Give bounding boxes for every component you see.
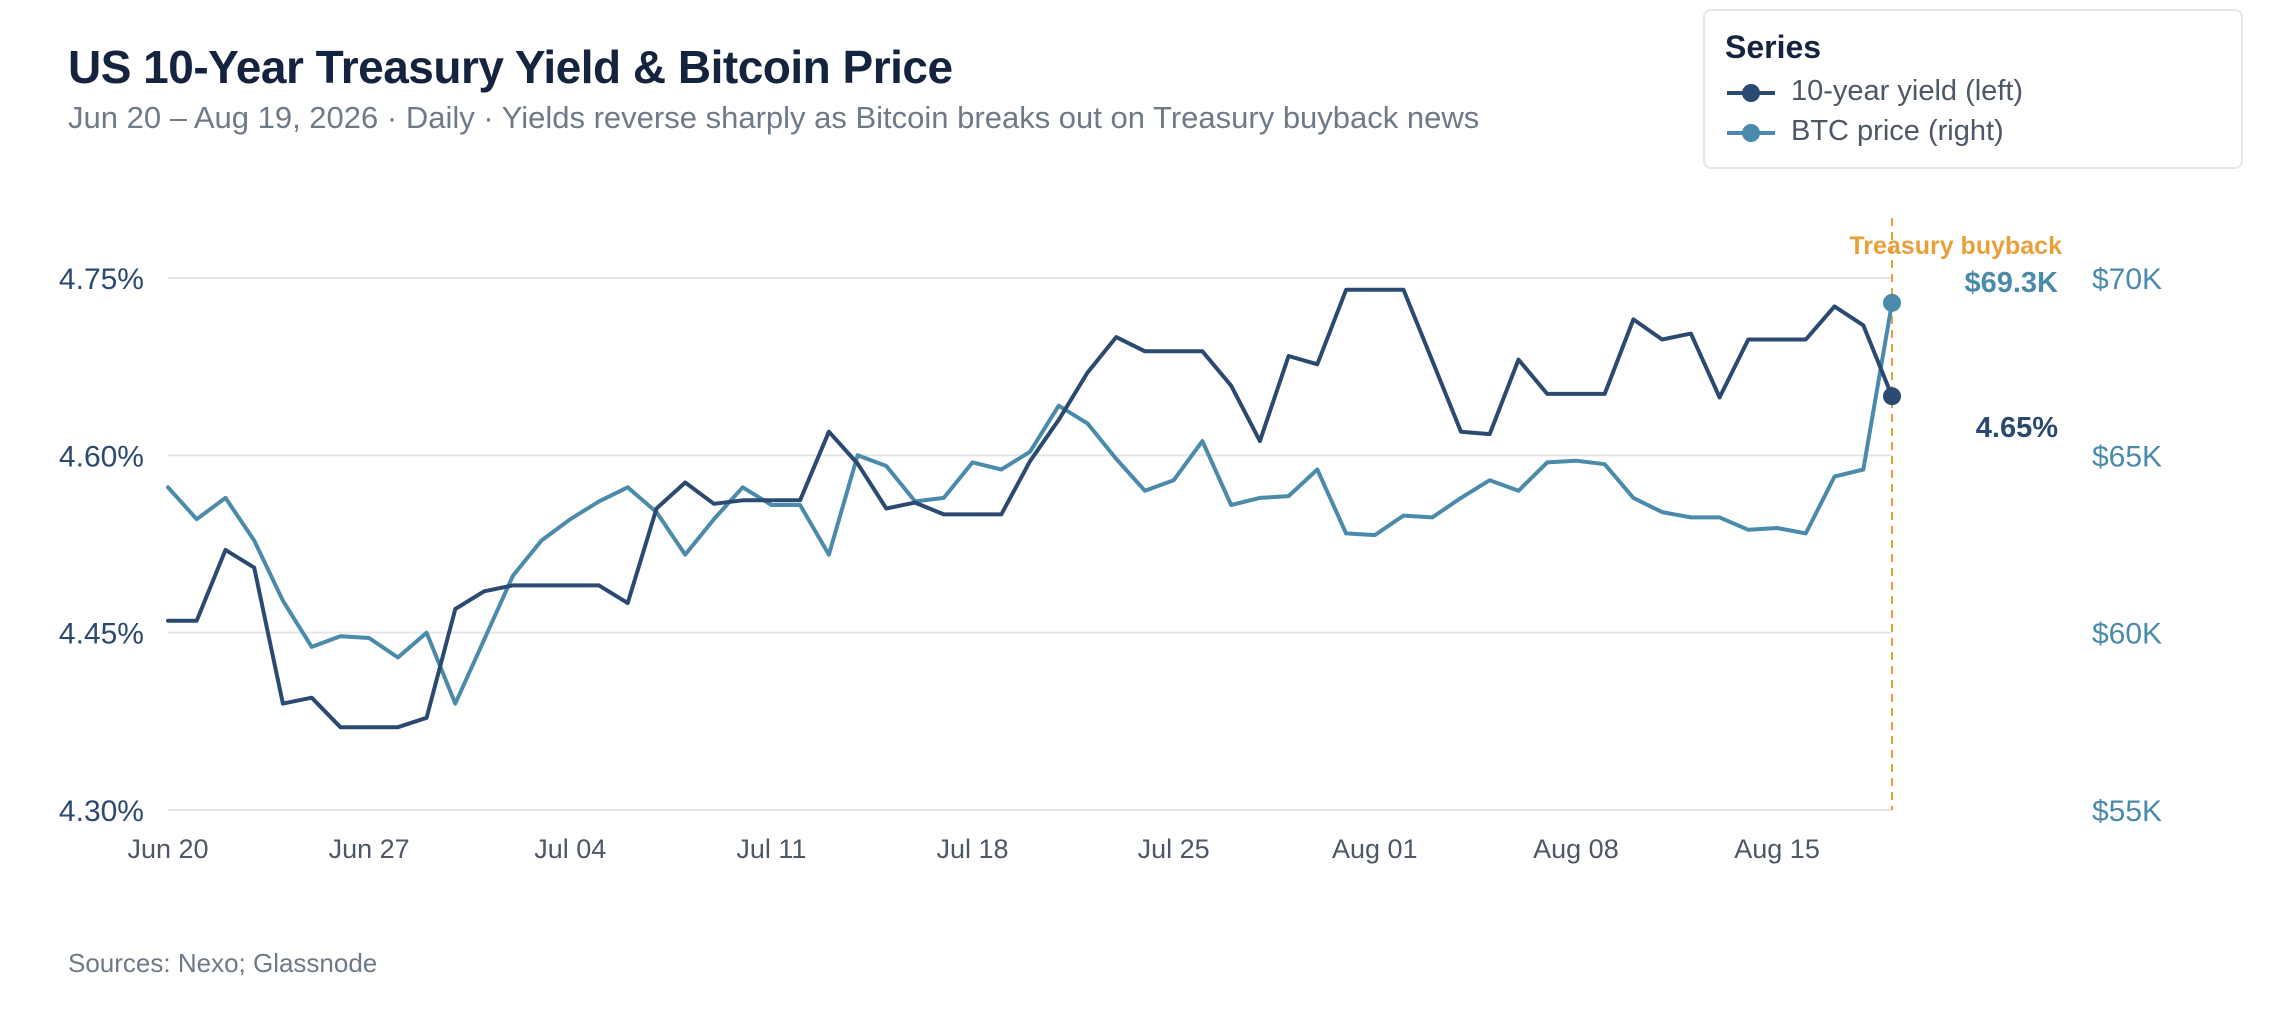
- y-right-tick-label: $60K: [2092, 618, 2162, 651]
- y-left-tick-label: 4.75%: [59, 263, 144, 296]
- x-tick-label: Aug 08: [1533, 834, 1619, 864]
- series-line-yield: [166, 287, 1894, 730]
- x-tick-label: Jul 18: [937, 834, 1009, 864]
- x-tick-label: Aug 15: [1734, 834, 1820, 864]
- y-left-tick-label: 4.45%: [59, 618, 144, 651]
- legend-label-yield: 10-year yield (left): [1791, 75, 2024, 107]
- y-right-tick-label: $55K: [2092, 795, 2162, 828]
- legend-swatch-yield: [1727, 84, 1775, 102]
- y-left-tick-label: 4.60%: [59, 440, 144, 473]
- x-tick-label: Jul 25: [1138, 834, 1210, 864]
- y-right-tick-label: $65K: [2092, 440, 2162, 473]
- x-tick-label: Aug 01: [1332, 834, 1418, 864]
- series-line-btc: [166, 300, 1894, 706]
- y-left-tick-label: 4.30%: [59, 795, 144, 828]
- legend: Series 10-year yield (left) BTC price (r…: [1703, 9, 2243, 169]
- annotation-label: Treasury buyback: [1849, 232, 2062, 260]
- end-marker-yield: [1883, 387, 1901, 406]
- chart-title: US 10-Year Treasury Yield & Bitcoin Pric…: [68, 41, 953, 93]
- x-tick-label: Jun 20: [127, 834, 208, 864]
- legend-title: Series: [1725, 29, 1822, 65]
- sources-note: Sources: Nexo; Glassnode: [68, 948, 378, 978]
- legend-label-btc: BTC price (right): [1791, 115, 2004, 147]
- end-label-yield: 4.65%: [1976, 412, 2058, 444]
- chart-subtitle: Jun 20 – Aug 19, 2026 · Daily · Yields r…: [68, 100, 1480, 135]
- y-right-tick-label: $70K: [2092, 263, 2162, 296]
- end-label-btc: $69.3K: [1964, 267, 2058, 299]
- x-tick-label: Jun 27: [329, 834, 410, 864]
- end-marker-btc: [1883, 293, 1901, 312]
- legend-swatch-btc: [1727, 124, 1775, 142]
- x-tick-label: Jul 11: [736, 834, 806, 864]
- x-tick-label: Jul 04: [534, 834, 606, 864]
